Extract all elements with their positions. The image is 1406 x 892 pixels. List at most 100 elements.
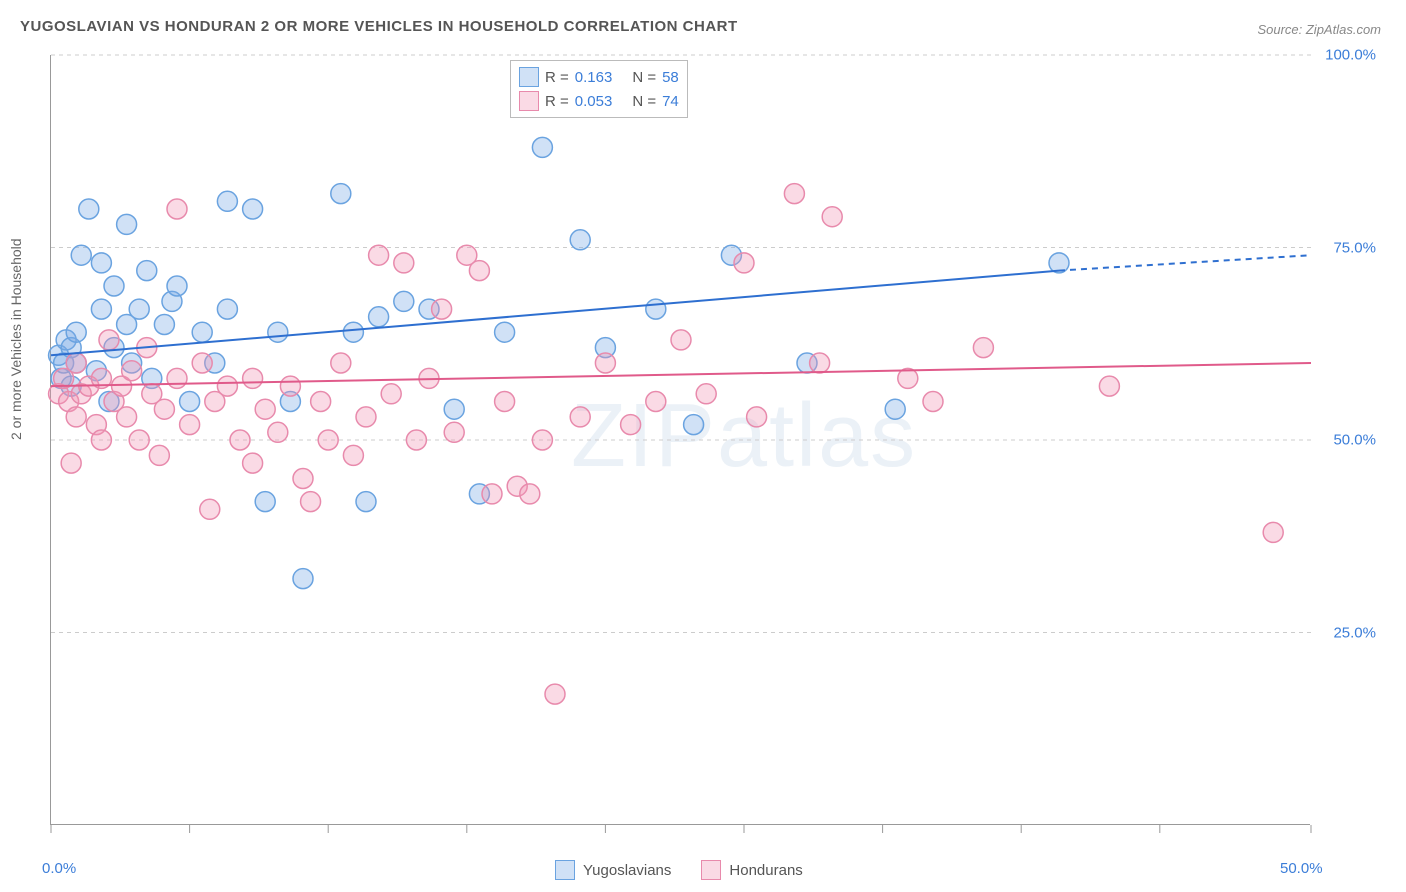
data-point	[734, 253, 754, 273]
data-point	[117, 214, 137, 234]
data-point	[91, 299, 111, 319]
data-point	[129, 430, 149, 450]
data-point	[482, 484, 502, 504]
series-legend-item: Hondurans	[701, 860, 802, 880]
y-tick-label: 50.0%	[1333, 432, 1376, 449]
data-point	[532, 137, 552, 157]
data-point	[99, 330, 119, 350]
data-point	[747, 407, 767, 427]
data-point	[104, 276, 124, 296]
trend-line-extrapolated	[1059, 255, 1311, 270]
data-point	[61, 453, 81, 473]
data-point	[91, 253, 111, 273]
stat-legend-row: R = 0.053N = 74	[519, 89, 679, 113]
data-point	[217, 376, 237, 396]
data-point	[432, 299, 452, 319]
data-point	[570, 230, 590, 250]
data-point	[230, 430, 250, 450]
data-point	[122, 361, 142, 381]
data-point	[268, 422, 288, 442]
series-legend-label: Hondurans	[729, 862, 802, 879]
data-point	[200, 499, 220, 519]
data-point	[167, 276, 187, 296]
chart-title: YUGOSLAVIAN VS HONDURAN 2 OR MORE VEHICL…	[20, 18, 738, 35]
data-point	[1099, 376, 1119, 396]
data-point	[444, 399, 464, 419]
series-legend: Yugoslavians Hondurans	[555, 860, 803, 880]
stat-r-label: R =	[545, 93, 569, 110]
data-point	[545, 684, 565, 704]
data-point	[369, 307, 389, 327]
data-point	[532, 430, 552, 450]
data-point	[469, 261, 489, 281]
data-point	[255, 492, 275, 512]
data-point	[885, 399, 905, 419]
data-point	[268, 322, 288, 342]
y-tick-label: 75.0%	[1333, 239, 1376, 256]
data-point	[117, 407, 137, 427]
data-point	[356, 492, 376, 512]
data-point	[671, 330, 691, 350]
data-point	[406, 430, 426, 450]
x-tick-label: 50.0%	[1280, 860, 1323, 877]
data-point	[381, 384, 401, 404]
data-point	[646, 299, 666, 319]
stat-n-label: N =	[632, 69, 656, 86]
data-point	[331, 353, 351, 373]
y-tick-label: 25.0%	[1333, 624, 1376, 641]
data-point	[91, 430, 111, 450]
data-point	[369, 245, 389, 265]
trend-line	[51, 271, 1059, 356]
data-point	[217, 299, 237, 319]
data-point	[343, 445, 363, 465]
data-point	[318, 430, 338, 450]
data-point	[810, 353, 830, 373]
stat-r-value: 0.163	[575, 69, 613, 86]
trend-line	[51, 363, 1311, 386]
data-point	[394, 291, 414, 311]
data-point	[696, 384, 716, 404]
data-point	[293, 469, 313, 489]
data-point	[621, 415, 641, 435]
data-point	[495, 392, 515, 412]
data-point	[192, 353, 212, 373]
stat-r-label: R =	[545, 69, 569, 86]
data-point	[129, 299, 149, 319]
data-point	[973, 338, 993, 358]
x-tick-label: 0.0%	[42, 860, 76, 877]
data-point	[79, 199, 99, 219]
legend-swatch	[555, 860, 575, 880]
data-point	[255, 399, 275, 419]
plot-area: ZIPatlas	[50, 55, 1310, 825]
data-point	[180, 415, 200, 435]
data-point	[217, 191, 237, 211]
data-point	[495, 322, 515, 342]
data-point	[167, 368, 187, 388]
data-point	[243, 199, 263, 219]
data-point	[570, 407, 590, 427]
data-point	[243, 453, 263, 473]
y-tick-label: 100.0%	[1325, 47, 1376, 64]
source-label: Source: ZipAtlas.com	[1257, 22, 1381, 37]
data-point	[301, 492, 321, 512]
data-point	[311, 392, 331, 412]
data-point	[180, 392, 200, 412]
data-point	[66, 353, 86, 373]
data-point	[822, 207, 842, 227]
data-point	[154, 399, 174, 419]
data-point	[66, 407, 86, 427]
data-point	[923, 392, 943, 412]
stat-n-value: 74	[662, 93, 679, 110]
data-point	[243, 368, 263, 388]
series-legend-label: Yugoslavians	[583, 862, 671, 879]
y-axis-label: 2 or more Vehicles in Household	[8, 238, 24, 440]
data-point	[149, 445, 169, 465]
stat-n-label: N =	[632, 93, 656, 110]
data-point	[192, 322, 212, 342]
series-legend-item: Yugoslavians	[555, 860, 671, 880]
data-point	[343, 322, 363, 342]
data-point	[444, 422, 464, 442]
stat-n-value: 58	[662, 69, 679, 86]
data-point	[293, 569, 313, 589]
data-point	[784, 184, 804, 204]
